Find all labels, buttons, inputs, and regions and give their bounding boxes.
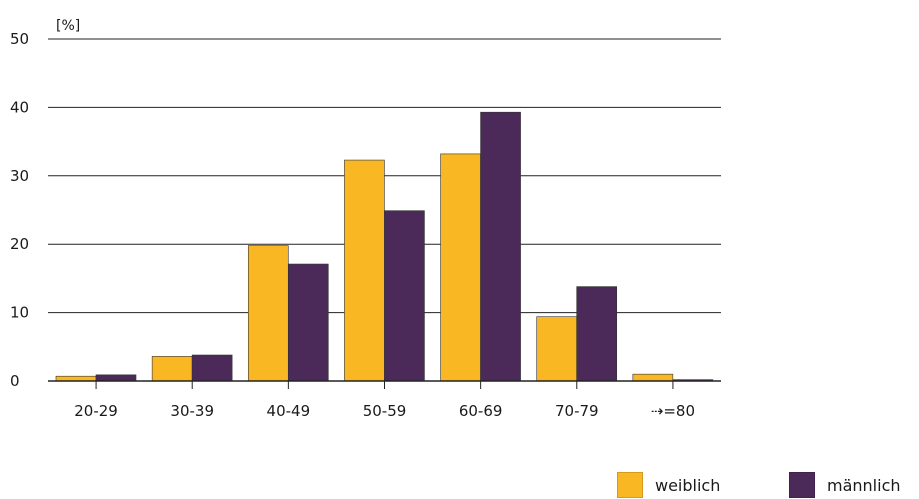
y-axis-unit-label: [%] bbox=[56, 18, 80, 34]
y-tick-label: 10 bbox=[10, 304, 29, 322]
legend-swatch-weiblich bbox=[617, 472, 643, 498]
bar-weiblich-1 bbox=[151, 356, 193, 382]
bar-männlich-1 bbox=[191, 354, 233, 382]
bar-weiblich-4 bbox=[440, 153, 481, 382]
bar-weiblich-5 bbox=[536, 316, 578, 382]
bar-männlich-0 bbox=[95, 374, 137, 382]
bar-weiblich-2 bbox=[247, 245, 289, 382]
bar-weiblich-6 bbox=[632, 373, 674, 382]
y-axis-ticks: 0 10 20 30 40 50 bbox=[10, 30, 29, 390]
x-tick-label: 20-29 bbox=[74, 402, 118, 420]
bar-männlich-5 bbox=[576, 286, 618, 382]
x-axis-ticks: 20-29 30-39 40-49 50-59 60-69 70-79 ⇢=80 bbox=[74, 381, 695, 420]
y-tick-label: 0 bbox=[10, 372, 20, 390]
x-tick-label: 30-39 bbox=[170, 402, 214, 420]
legend-label-weiblich: weiblich bbox=[655, 475, 721, 495]
bar-männlich-2 bbox=[287, 263, 329, 382]
legend-swatch-maennlich bbox=[789, 472, 815, 498]
y-tick-label: 40 bbox=[10, 98, 29, 116]
y-tick-label: 30 bbox=[10, 167, 29, 185]
legend-label-maennlich: männlich bbox=[827, 475, 901, 495]
x-tick-label: 40-49 bbox=[267, 402, 311, 420]
x-tick-label: ⇢=80 bbox=[651, 402, 695, 420]
x-tick-label: 50-59 bbox=[363, 402, 407, 420]
y-tick-label: 20 bbox=[10, 235, 29, 253]
bar-chart: 0 10 20 30 40 50 [%] 20-29 30-39 40-49 50-59 60-6… bbox=[10, 18, 721, 420]
bar-männlich-4 bbox=[480, 111, 521, 382]
legend-item-weiblich: weiblich bbox=[617, 472, 720, 498]
bar-weiblich-3 bbox=[344, 159, 385, 382]
x-tick-label: 60-69 bbox=[459, 402, 503, 420]
x-tick-label: 70-79 bbox=[555, 402, 599, 420]
legend-item-maennlich: männlich bbox=[789, 472, 901, 498]
bar-männlich-3 bbox=[384, 210, 425, 382]
bars bbox=[55, 111, 714, 382]
y-tick-label: 50 bbox=[10, 30, 29, 48]
